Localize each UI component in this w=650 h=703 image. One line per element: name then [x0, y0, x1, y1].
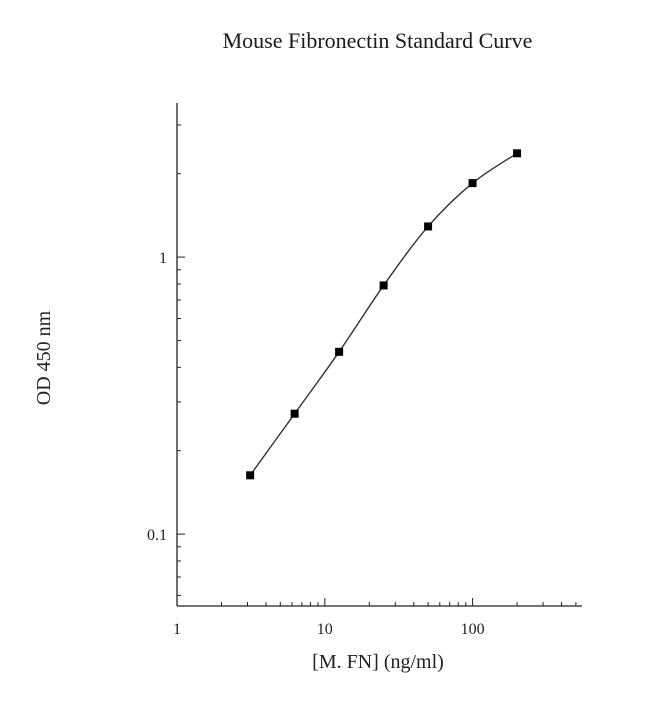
data-point-marker — [468, 179, 477, 188]
data-point-marker — [379, 281, 388, 290]
curve — [249, 152, 518, 476]
x-tick-label: 1 — [173, 621, 181, 638]
axes — [176, 103, 582, 607]
data-points — [246, 149, 522, 480]
x-tick-label: 10 — [317, 621, 333, 638]
x-tick-label: 100 — [461, 621, 485, 638]
data-point-marker — [290, 409, 299, 418]
ticks: 1 10 100 0.1 1 — [147, 124, 577, 638]
data-point-marker — [246, 471, 255, 480]
x-axis-title: [M. FN] (ng/ml) — [312, 651, 444, 673]
data-point-marker — [335, 347, 344, 356]
data-point-marker — [424, 222, 433, 231]
y-tick-label: 0.1 — [147, 527, 167, 544]
chart-title: Mouse Fibronectin Standard Curve — [222, 28, 533, 53]
data-point-marker — [513, 149, 522, 158]
y-tick-label: 1 — [159, 250, 167, 267]
y-axis-title: OD 450 nm — [33, 310, 55, 405]
fit-curve-line — [249, 152, 518, 476]
